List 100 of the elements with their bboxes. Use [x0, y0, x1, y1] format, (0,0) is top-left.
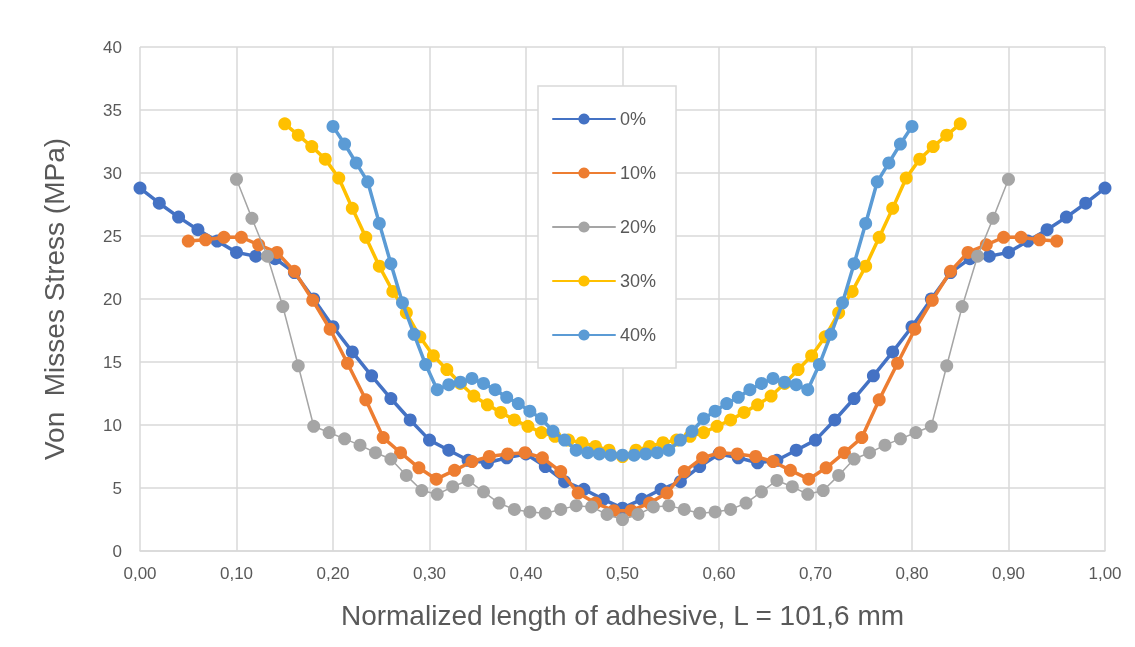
point [940, 128, 954, 142]
point [764, 389, 778, 403]
point [847, 257, 861, 271]
point [859, 259, 873, 273]
point [878, 438, 892, 452]
point [152, 196, 166, 210]
point [710, 419, 724, 433]
point [819, 461, 833, 475]
point [523, 505, 537, 519]
point [429, 472, 443, 486]
point [836, 296, 850, 310]
point [720, 397, 734, 411]
point [353, 438, 367, 452]
point [234, 230, 248, 244]
point [639, 447, 653, 461]
point [971, 249, 985, 263]
y-tick-label: 10 [103, 415, 122, 435]
point [708, 404, 722, 418]
point [571, 486, 585, 500]
point [488, 383, 502, 397]
x-tick-label: 0,40 [509, 564, 543, 583]
point [500, 390, 514, 404]
point [465, 371, 479, 385]
point [828, 413, 842, 427]
point [754, 485, 768, 499]
point [600, 507, 614, 521]
point [133, 181, 147, 195]
legend-label: 30% [620, 271, 657, 291]
point [477, 376, 491, 390]
point [646, 500, 660, 514]
point [318, 152, 332, 166]
point [181, 234, 195, 248]
point [492, 496, 506, 510]
point [708, 505, 722, 519]
point [940, 359, 954, 373]
point [789, 443, 803, 457]
point [291, 128, 305, 142]
point [724, 413, 738, 427]
point [511, 397, 525, 411]
point [1032, 233, 1046, 247]
point [384, 452, 398, 466]
y-tick-label: 5 [112, 478, 122, 498]
point [345, 201, 359, 215]
x-tick-label: 0,70 [798, 564, 833, 583]
point [430, 383, 444, 397]
point [905, 119, 919, 133]
point [534, 412, 548, 426]
point [230, 172, 243, 186]
point [546, 424, 560, 438]
point [801, 383, 815, 397]
point [217, 230, 231, 244]
x-tick-label: 0,30 [412, 564, 447, 583]
y-axis-title: Von Misses Stress (MPa) [38, 137, 70, 461]
point [426, 349, 440, 363]
x-tick-label: 0,60 [702, 564, 736, 583]
point [677, 465, 691, 479]
point [650, 446, 664, 460]
point [307, 419, 321, 433]
point [1040, 223, 1054, 237]
point [986, 211, 1000, 225]
point [482, 450, 496, 463]
point [754, 376, 768, 390]
point [696, 451, 710, 465]
point [886, 201, 900, 215]
point [305, 140, 319, 154]
point [384, 392, 398, 406]
legend-label: 10% [620, 163, 657, 183]
y-tick-label: 15 [103, 352, 122, 372]
point [332, 171, 346, 185]
point [662, 499, 676, 513]
point [724, 502, 738, 516]
point [770, 473, 784, 487]
point [1002, 245, 1015, 259]
x-tick-label: 0,50 [605, 564, 640, 583]
x-axis-title: Normalized length of adhesive, L = 101,6 mm [340, 599, 905, 631]
point [521, 419, 535, 433]
point [982, 249, 996, 263]
point [412, 461, 426, 475]
point [832, 468, 846, 482]
point [1059, 210, 1073, 224]
point [660, 486, 674, 500]
point [322, 426, 336, 440]
x-tick-label: 0,00 [123, 564, 157, 583]
point [953, 117, 967, 131]
point [538, 506, 552, 520]
point [766, 455, 780, 469]
point [891, 356, 905, 370]
point [855, 431, 869, 445]
point [480, 398, 494, 412]
point [816, 484, 830, 498]
point [199, 233, 213, 247]
point [791, 363, 805, 377]
point [870, 175, 884, 189]
point [893, 137, 907, 151]
point [372, 259, 386, 273]
point [1079, 196, 1093, 210]
point [1050, 234, 1064, 248]
point [276, 300, 290, 314]
point [604, 448, 618, 462]
point [886, 345, 900, 359]
